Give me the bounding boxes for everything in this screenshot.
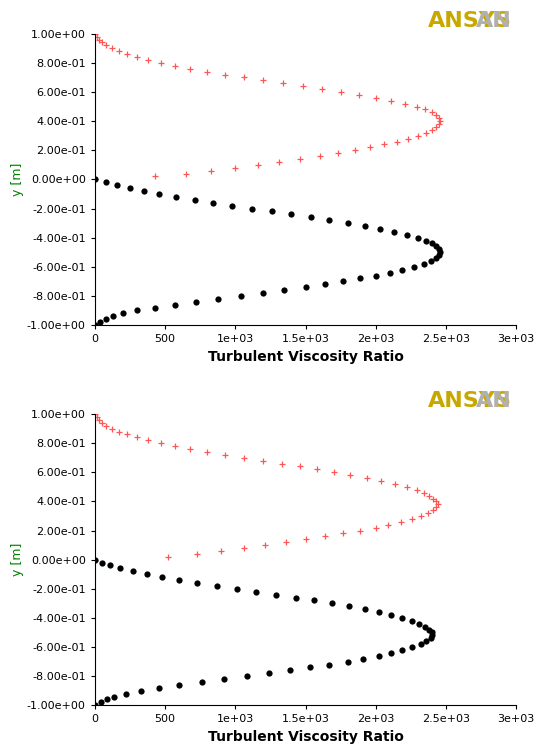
X-axis label: Turbulent Viscosity Ratio: Turbulent Viscosity Ratio bbox=[207, 730, 403, 744]
X-axis label: Turbulent Viscosity Ratio: Turbulent Viscosity Ratio bbox=[207, 350, 403, 364]
Text: ANSYS: ANSYS bbox=[428, 11, 512, 31]
Y-axis label: y [m]: y [m] bbox=[11, 543, 24, 576]
Y-axis label: y [m]: y [m] bbox=[11, 163, 24, 196]
Text: AN: AN bbox=[476, 11, 512, 31]
Text: AN: AN bbox=[476, 391, 512, 411]
Text: ANSYS: ANSYS bbox=[428, 391, 512, 411]
